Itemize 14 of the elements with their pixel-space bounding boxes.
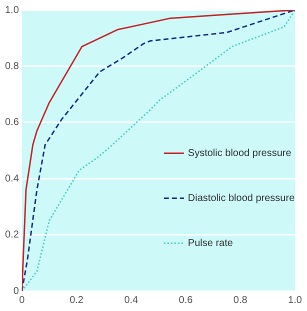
y-tick-label: 0	[13, 286, 20, 297]
x-tick-label: 0.4	[124, 294, 139, 306]
x-tick-label: 0.2	[70, 294, 84, 306]
y-tick-label: 0.2	[4, 230, 20, 241]
y-tick-label: 0.4	[4, 173, 20, 184]
y-tick-label: 1.0	[4, 4, 20, 16]
x-tick-label: 0.8	[233, 294, 248, 306]
x-tick-label: 0.6	[178, 294, 194, 306]
legend-label: Diastolic blood pressure	[188, 193, 296, 204]
legend-label: Pulse rate	[188, 238, 234, 249]
legend-label: Systolic blood pressure	[188, 148, 292, 160]
y-tick-label: 0.8	[4, 60, 20, 72]
y-tick-label: 0.6	[4, 117, 20, 128]
x-tick-label: 1.0	[288, 294, 302, 306]
